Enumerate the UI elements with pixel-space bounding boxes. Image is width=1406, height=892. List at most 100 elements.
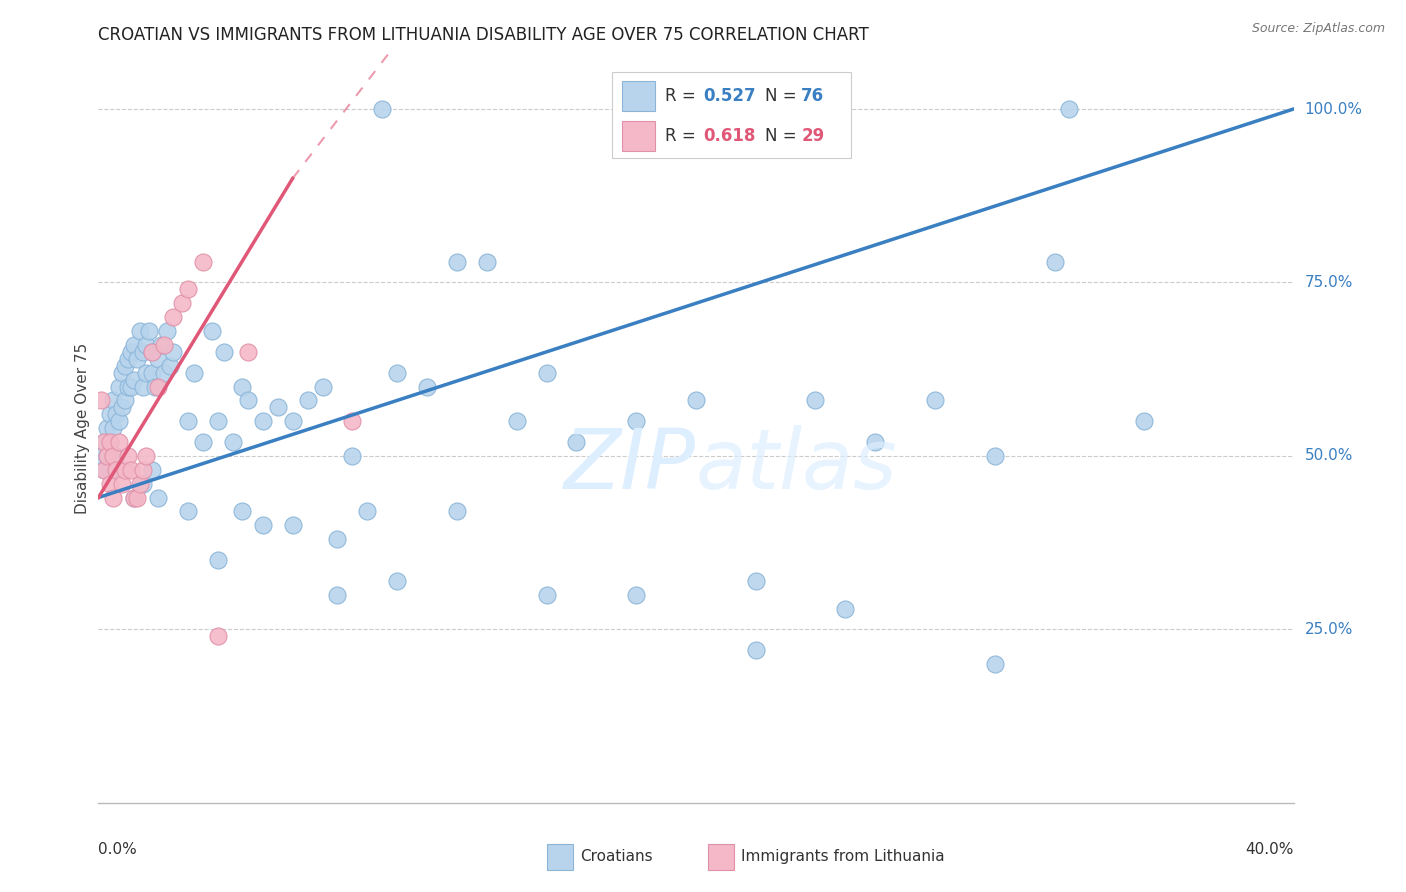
Point <box>172 296 194 310</box>
Point <box>98 435 122 450</box>
Point <box>143 379 166 393</box>
Point <box>356 504 378 518</box>
Point <box>626 588 648 602</box>
Text: atlas: atlas <box>696 425 897 506</box>
FancyBboxPatch shape <box>709 844 734 871</box>
Point <box>105 463 128 477</box>
FancyBboxPatch shape <box>621 121 655 151</box>
Point <box>231 379 253 393</box>
Text: Croatians: Croatians <box>581 849 652 864</box>
Point <box>148 491 170 505</box>
Point <box>385 366 409 380</box>
Point <box>120 344 142 359</box>
Text: 100.0%: 100.0% <box>1305 102 1362 117</box>
Point <box>153 366 176 380</box>
Point <box>177 282 200 296</box>
Point <box>745 574 768 588</box>
Point <box>984 657 1007 671</box>
Text: 75.0%: 75.0% <box>1305 275 1353 290</box>
Point <box>865 435 887 450</box>
Point <box>1059 102 1081 116</box>
Point <box>124 338 146 352</box>
Text: 29: 29 <box>801 127 824 145</box>
Point <box>177 414 200 428</box>
Point <box>111 401 134 415</box>
Point <box>103 449 125 463</box>
Text: N =: N = <box>765 87 803 105</box>
Point <box>745 643 768 657</box>
Point <box>536 588 558 602</box>
Text: 0.0%: 0.0% <box>98 842 138 856</box>
Point <box>183 366 205 380</box>
Point <box>326 532 349 546</box>
Point <box>297 393 319 408</box>
Point <box>236 344 259 359</box>
Point <box>105 449 128 463</box>
Point <box>98 435 122 450</box>
Point <box>138 324 160 338</box>
Point <box>148 351 170 366</box>
Point <box>108 379 131 393</box>
Point <box>120 463 142 477</box>
Point <box>108 414 131 428</box>
Point <box>135 366 157 380</box>
Point <box>124 373 146 387</box>
Point <box>129 324 152 338</box>
Point <box>984 449 1007 463</box>
Point <box>120 379 142 393</box>
Point <box>371 102 394 116</box>
Text: N =: N = <box>765 127 803 145</box>
Text: 76: 76 <box>801 87 824 105</box>
Point <box>342 449 364 463</box>
Point <box>153 338 176 352</box>
Point <box>117 379 139 393</box>
Text: 50.0%: 50.0% <box>1305 449 1353 464</box>
Point <box>132 463 155 477</box>
Point <box>96 449 118 463</box>
Text: 25.0%: 25.0% <box>1305 622 1353 637</box>
Y-axis label: Disability Age Over 75: Disability Age Over 75 <box>75 343 90 514</box>
Point <box>105 407 128 421</box>
Text: Source: ZipAtlas.com: Source: ZipAtlas.com <box>1251 22 1385 36</box>
Point <box>207 553 229 567</box>
Point <box>281 518 304 533</box>
Point <box>156 324 179 338</box>
Point <box>924 393 946 408</box>
Point <box>385 574 409 588</box>
Point <box>127 491 149 505</box>
Point <box>626 414 648 428</box>
Point <box>90 449 112 463</box>
Point <box>207 414 229 428</box>
Point <box>103 393 125 408</box>
Point <box>416 379 439 393</box>
Point <box>252 414 274 428</box>
Point <box>162 310 184 325</box>
Point <box>1043 254 1066 268</box>
Point <box>103 491 125 505</box>
Point <box>1133 414 1156 428</box>
Point <box>326 588 349 602</box>
Point <box>93 435 115 450</box>
Point <box>111 476 134 491</box>
Text: ZIP: ZIP <box>564 425 696 506</box>
Text: R =: R = <box>665 127 702 145</box>
Point <box>127 351 149 366</box>
Point <box>90 393 112 408</box>
Point <box>804 393 827 408</box>
Point <box>96 421 118 435</box>
Point <box>342 414 364 428</box>
Point <box>685 393 707 408</box>
Text: Immigrants from Lithuania: Immigrants from Lithuania <box>741 849 945 864</box>
Point <box>191 435 214 450</box>
Point <box>222 435 245 450</box>
Text: CROATIAN VS IMMIGRANTS FROM LITHUANIA DISABILITY AGE OVER 75 CORRELATION CHART: CROATIAN VS IMMIGRANTS FROM LITHUANIA DI… <box>98 26 869 44</box>
Point <box>177 504 200 518</box>
Point <box>141 344 163 359</box>
Point <box>111 366 134 380</box>
Point <box>475 254 498 268</box>
Point <box>132 344 155 359</box>
Point <box>141 344 163 359</box>
Point <box>114 463 136 477</box>
Point <box>98 476 122 491</box>
Point <box>536 366 558 380</box>
